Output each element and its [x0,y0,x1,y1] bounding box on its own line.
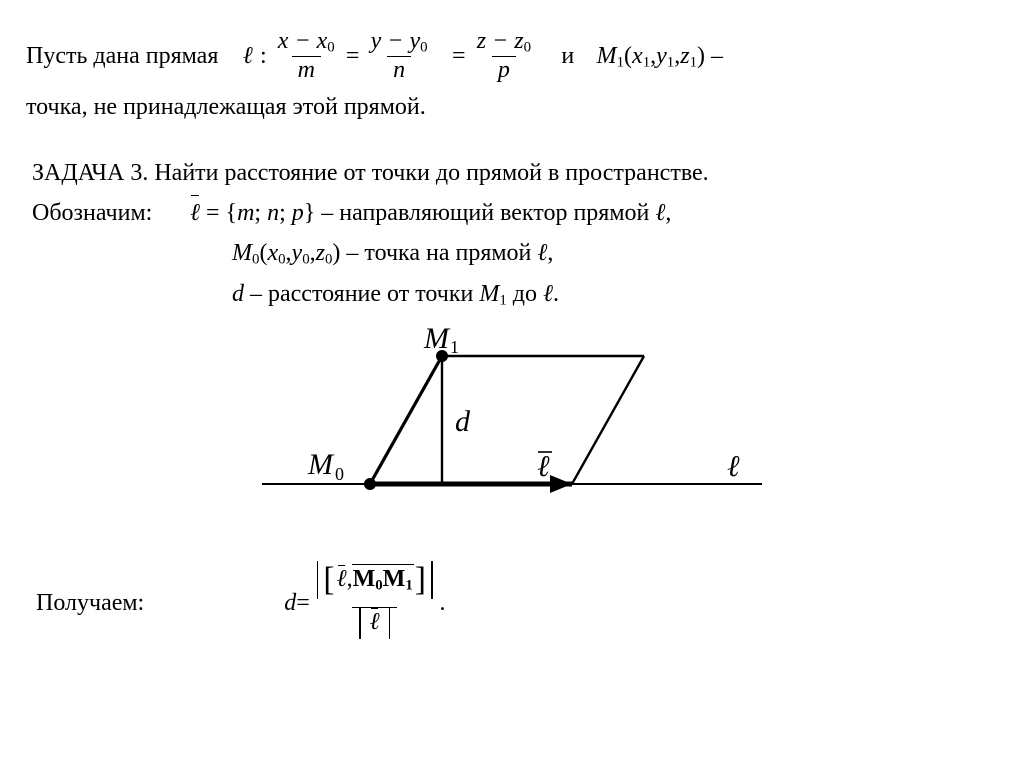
premise-line-1: Пусть дана прямая ℓ : x − x0 m = y − y0 … [26,28,998,83]
parallelogram-diagram: M 1 M 0 d ℓ ℓ [252,326,772,526]
point-m1: M1(x1,y1,z1) – [597,38,723,74]
frac-z: z − z0 p [473,28,535,83]
diagram: M 1 M 0 d ℓ ℓ [252,326,772,537]
frac-y: y − y0 n [367,28,432,83]
result-formula: d = [ ℓ, M0M1 ] ℓ [284,561,445,647]
text-prefix: Пусть дана прямая [26,38,218,74]
direction-vector-def: ℓ = {m; n; p} – направляющий вектор прям… [190,195,671,231]
result-line: Получаем: d = [ ℓ, M0M1 ] [26,561,998,647]
colon: : [260,38,267,74]
svg-text:0: 0 [335,464,344,484]
equals-1: = [346,38,360,74]
frac-x: x − x0 m [274,28,339,83]
svg-text:M: M [307,448,335,481]
denote-row-1: Обозначим: ℓ = {m; n; p} – направляющий … [32,195,998,231]
svg-text:1: 1 [450,337,459,357]
denote-block: Обозначим: ℓ = {m; n; p} – направляющий … [26,195,998,311]
premise-line-2: точка, не принадлежащая этой прямой. [26,89,998,125]
svg-text:M: M [423,326,451,355]
svg-text:d: d [455,405,471,438]
task-heading: ЗАДАЧА 3. Найти расстояние от точки до п… [26,155,998,191]
denote-row-3: d – расстояние от точки M1 до ℓ. [32,276,998,312]
svg-text:ℓ: ℓ [727,450,740,483]
svg-text:ℓ: ℓ [537,450,550,483]
page-container: Пусть дана прямая ℓ : x − x0 m = y − y0 … [0,0,1024,646]
denote-row-2: M0(x0,y0,z0) – точка на прямой ℓ, [32,235,998,271]
and-text: и [561,38,574,74]
result-label: Получаем: [36,585,144,621]
equals-2: = [452,38,466,74]
denote-label: Обозначим: [32,195,190,231]
ell-symbol: ℓ [243,38,253,74]
